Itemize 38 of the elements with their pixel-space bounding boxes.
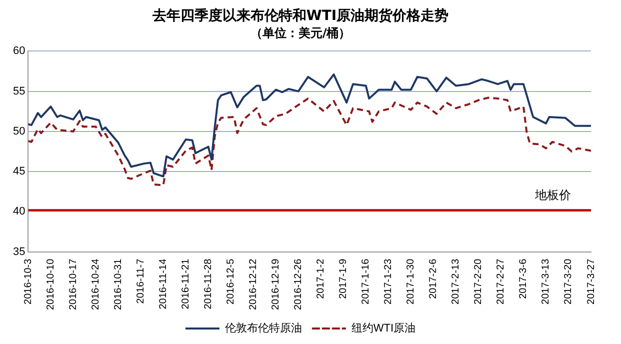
- x-tick-label: 2017-1-9: [338, 258, 350, 299]
- x-tick-label: 2016-12-5: [226, 258, 237, 304]
- x-tick-label: 2017-2-20: [473, 258, 484, 304]
- x-tick-label: 2016-10-24: [90, 258, 102, 310]
- ref-line-label: 地板价: [534, 188, 571, 202]
- y-tick-label: 60: [12, 45, 26, 58]
- x-tick-label: 2017-1-30: [406, 258, 417, 304]
- y-tick-label: 50: [12, 125, 26, 138]
- x-tick-label: 2017-3-6: [518, 258, 530, 299]
- x-tick-label: 2017-3-27: [586, 258, 597, 304]
- x-tick-label: 2016-11-28: [203, 258, 214, 310]
- x-tick-label: 2016-11-7: [136, 258, 147, 304]
- x-tick-label: 2016-10-17: [68, 258, 80, 310]
- x-tick-label: 2017-3-20: [563, 258, 574, 304]
- x-tick-label: 2017-1-2: [316, 258, 327, 299]
- x-tick-label: 2016-12-12: [248, 258, 260, 310]
- x-tick-label: 2016-10-31: [113, 258, 124, 310]
- x-tick-label: 2017-2-13: [450, 258, 462, 304]
- x-tick-label: 2017-3-13: [540, 258, 552, 304]
- x-tick-label: 2016-10-3: [22, 258, 34, 304]
- x-tick-label: 2017-1-16: [360, 258, 372, 304]
- chart-title: 去年四季度以来布伦特和WTI原油期货价格走势: [151, 7, 449, 24]
- x-tick-label: 2016-11-21: [180, 258, 192, 310]
- x-tick-label: 2016-11-14: [158, 258, 170, 310]
- legend-label: 伦敦布伦特原油: [224, 322, 302, 335]
- x-tick-label: 2016-12-26: [293, 258, 304, 310]
- x-tick-label: 2017-2-27: [496, 258, 507, 304]
- y-tick-label: 45: [12, 166, 26, 178]
- line-series: [28, 96, 591, 186]
- x-tick-label: 2016-10-10: [45, 258, 56, 310]
- y-tick-label: 55: [12, 85, 26, 98]
- x-tick-label: 2016-12-19: [270, 258, 282, 310]
- chart-subtitle: （单位：美元/桶）: [250, 26, 351, 40]
- legend-label: 纽约WTI原油: [351, 322, 416, 335]
- y-tick-label: 35: [12, 246, 26, 258]
- y-tick-label: 40: [12, 206, 26, 218]
- x-tick-label: 2017-1-23: [383, 258, 394, 304]
- x-tick-label: 2017-2-6: [428, 258, 440, 299]
